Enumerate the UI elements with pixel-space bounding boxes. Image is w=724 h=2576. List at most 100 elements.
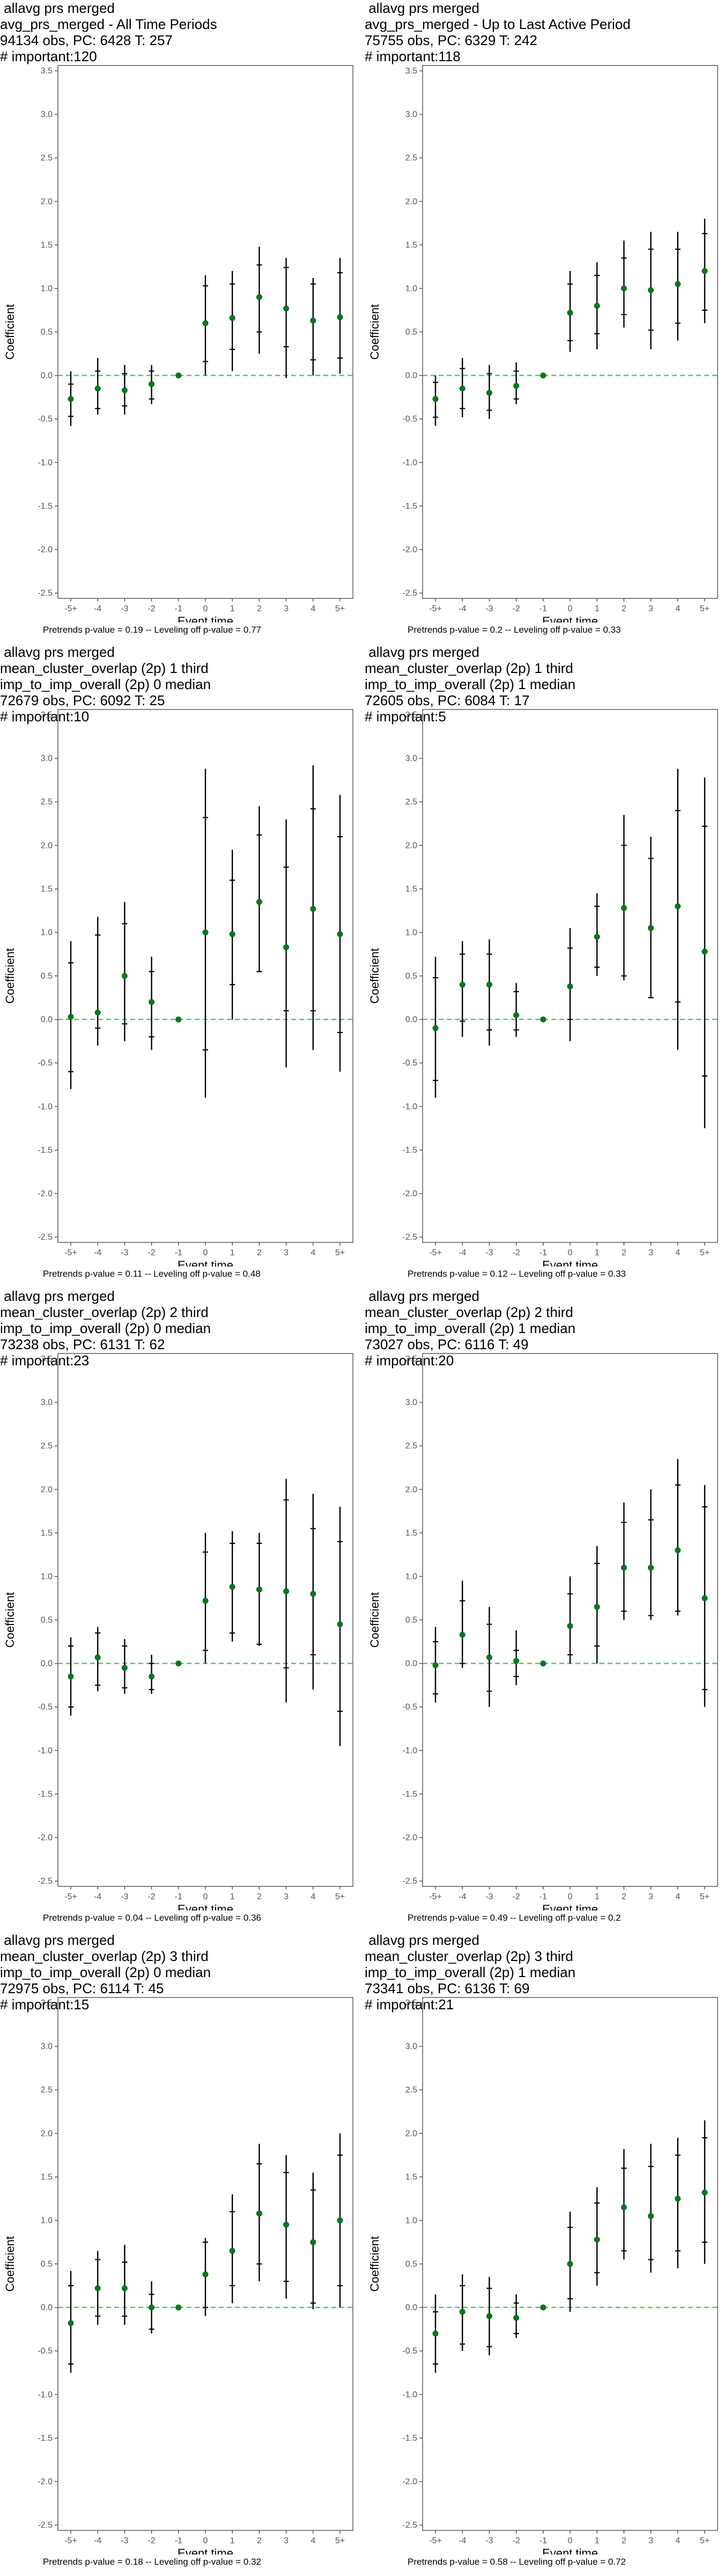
y-tick-label: -1.0: [402, 458, 417, 467]
panel-title-line: # important:120: [0, 48, 97, 64]
x-tick-label: 5+: [700, 2536, 710, 2545]
point-estimate: [459, 982, 466, 988]
x-axis-label: Event time: [178, 1258, 233, 1267]
x-tick-label: 3: [648, 1892, 653, 1901]
x-tick-label: 5+: [335, 1248, 345, 1257]
point-estimate: [701, 948, 708, 955]
coefficient-plot: -2.5 -2.0 -1.5 -1.0 -0.5 0.0 0.5 1.0 1.5 2.0 2.5 3.…: [368, 1997, 718, 2555]
panel-title-line: allavg prs merged: [0, 1932, 115, 1948]
y-tick-label: -1.5: [38, 2434, 53, 2443]
x-tick-label: 2: [622, 604, 626, 613]
panel-title-line: mean_cluster_overlap (2p) 1 third: [0, 660, 209, 676]
x-tick-label: 2: [622, 2536, 626, 2545]
panel-title-line: imp_to_imp_overall (2p) 0 median: [0, 1964, 211, 1980]
y-tick-label: 3.5: [405, 1355, 417, 1364]
point-estimate: [540, 2304, 546, 2311]
panel-title: allavg prs merged mean_cluster_overlap (2…: [0, 1288, 354, 1368]
x-tick-label: -2: [147, 1892, 155, 1901]
point-estimate: [229, 315, 235, 321]
panel-title-line: # important:10: [0, 708, 90, 724]
p-value-footer: Pretrends p-value = 0.49 -- Leveling off…: [408, 1913, 621, 1923]
point-estimate: [121, 973, 128, 979]
y-axis-label: Coefficient: [368, 1592, 381, 1648]
y-tick-label: -1.5: [38, 502, 53, 511]
point-estimate: [256, 1586, 262, 1593]
panel-title-line: 72975 obs, PC: 6114 T: 45: [0, 1980, 164, 1996]
event-time-estimate: [229, 1531, 235, 1642]
y-tick-label: -2.0: [38, 1833, 53, 1842]
panel-title-line: allavg prs merged: [365, 644, 479, 660]
panel-title-line: avg_prs_merged - All Time Periods: [0, 16, 217, 32]
y-tick-label: 3.5: [41, 711, 53, 720]
panel-title-line: imp_to_imp_overall (2p) 1 median: [365, 1964, 576, 1980]
event-time-estimate: [256, 806, 262, 972]
x-tick-label: -2: [147, 1248, 155, 1257]
event-time-estimate: [486, 939, 492, 1046]
x-tick-label: 0: [568, 1892, 573, 1901]
point-estimate: [620, 2204, 627, 2211]
event-study-panel: allavg prs merged avg_prs_merged - Up to …: [365, 0, 719, 644]
point-estimate: [594, 303, 600, 309]
panel-title: allavg prs merged avg_prs_merged - All Ti…: [0, 0, 354, 64]
point-estimate: [121, 1665, 128, 1671]
x-tick-label: 2: [257, 2536, 262, 2545]
x-axis-label: Event time: [542, 2546, 598, 2555]
x-tick-label: -4: [459, 1892, 466, 1901]
x-tick-label: -1: [175, 604, 182, 613]
x-tick-label: 0: [568, 1248, 573, 1257]
x-tick-label: 1: [595, 604, 600, 613]
x-tick-label: 5+: [700, 1248, 710, 1257]
x-axis-label: Event time: [178, 1902, 233, 1911]
x-tick-label: 3: [284, 604, 289, 613]
event-time-estimate: [459, 1580, 466, 1668]
point-estimate: [567, 310, 573, 316]
x-tick-label: 3: [648, 604, 653, 613]
coefficient-plot: -2.5 -2.0 -1.5 -1.0 -0.5 0.0 0.5 1.0 1.5 2.0 2.5 3.…: [3, 1353, 353, 1911]
point-estimate: [121, 387, 128, 393]
y-tick-label: 1.5: [405, 884, 417, 894]
x-tick-label: -5+: [64, 604, 77, 613]
event-time-estimate: [94, 1627, 101, 1692]
x-tick-label: -5+: [64, 1248, 77, 1257]
point-estimate: [202, 929, 209, 935]
y-tick-label: -0.5: [38, 1059, 53, 1068]
event-time-estimate: [256, 246, 262, 354]
point-estimate: [175, 372, 182, 379]
event-time-estimate: [149, 365, 155, 405]
y-tick-label: 1.0: [405, 284, 417, 293]
y-tick-label: -1.5: [402, 1146, 417, 1155]
x-tick-label: 1: [230, 1248, 235, 1257]
y-tick-label: -2.0: [38, 1189, 53, 1198]
event-time-estimate: [567, 928, 573, 1042]
y-tick-label: 0.0: [405, 371, 417, 380]
event-time-estimate: [94, 2251, 101, 2325]
y-tick-label: -0.5: [402, 415, 417, 424]
y-tick-label: 3.0: [41, 1398, 53, 1407]
p-value-footer: Pretrends p-value = 0.04 -- Leveling off…: [43, 1913, 261, 1923]
x-tick-label: -2: [512, 1248, 520, 1257]
x-tick-label: 4: [311, 604, 315, 613]
x-axis-label: Event time: [542, 1902, 598, 1911]
panel-title: allavg prs merged mean_cluster_overlap (2…: [365, 644, 719, 724]
panel-title-line: 72605 obs, PC: 6084 T: 17: [365, 692, 530, 708]
point-estimate: [94, 1654, 101, 1660]
x-tick-label: -2: [512, 604, 520, 613]
y-tick-label: 1.5: [41, 240, 53, 250]
event-time-estimate: [337, 258, 343, 374]
point-estimate: [432, 1025, 439, 1031]
y-tick-label: -1.0: [402, 2390, 417, 2399]
y-tick-label: -1.5: [38, 1146, 53, 1155]
point-estimate: [594, 1604, 600, 1610]
event-time-estimate: [513, 1630, 520, 1686]
event-time-estimate: [229, 850, 235, 1020]
y-tick-label: -2.0: [402, 2477, 417, 2486]
y-tick-label: -1.0: [38, 458, 53, 467]
x-tick-label: 3: [648, 1248, 653, 1257]
y-axis-label: Coefficient: [3, 304, 17, 360]
y-tick-label: -2.5: [38, 589, 53, 598]
event-time-estimate: [701, 2120, 708, 2264]
x-tick-label: 0: [203, 604, 208, 613]
point-estimate: [594, 934, 600, 940]
x-tick-label: 0: [203, 1248, 208, 1257]
p-value-footer: Pretrends p-value = 0.19 -- Leveling off…: [43, 625, 261, 635]
